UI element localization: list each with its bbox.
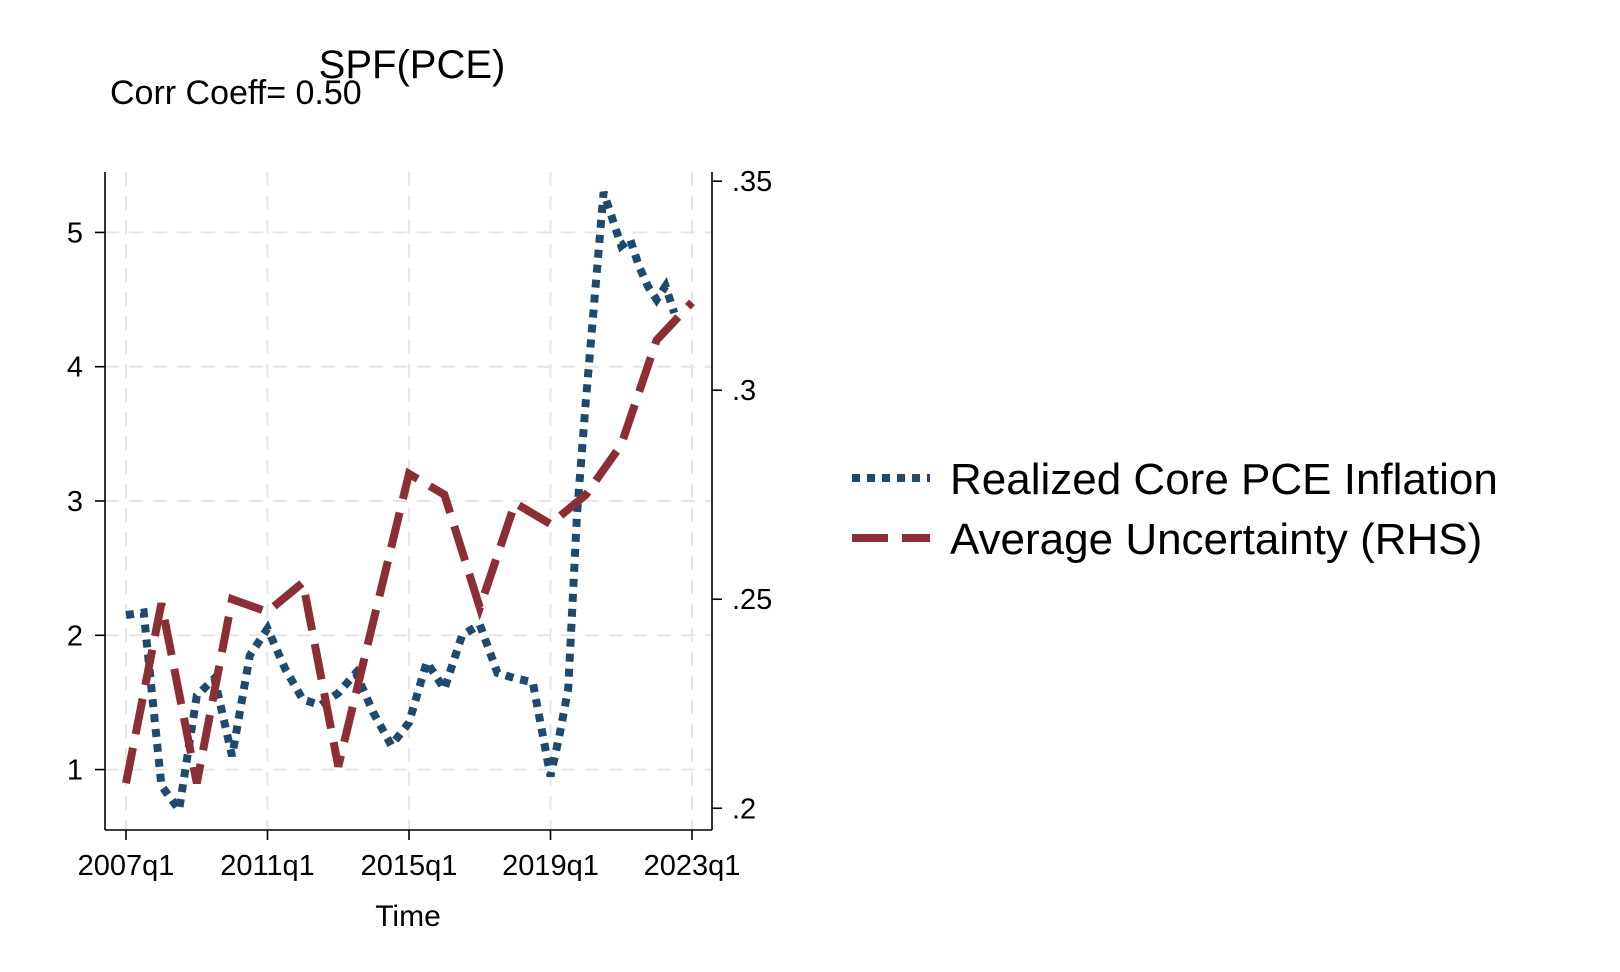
y-left-tick-label: 5 bbox=[67, 217, 83, 249]
legend-label: Average Uncertainty (RHS) bbox=[950, 515, 1482, 564]
y-right-tick-label: .3 bbox=[732, 375, 756, 407]
y-left-tick-label: 2 bbox=[67, 620, 83, 652]
grid-lines bbox=[105, 172, 712, 830]
y-left-tick-label: 3 bbox=[67, 486, 83, 518]
x-tick-label: 2011q1 bbox=[220, 850, 315, 882]
x-tick-label: 2007q1 bbox=[78, 850, 175, 882]
y-right-tick-label: .2 bbox=[732, 793, 756, 825]
x-tick-label: 2019q1 bbox=[502, 850, 599, 882]
x-tick-label: 2015q1 bbox=[361, 850, 458, 882]
x-axis-label: Time bbox=[375, 900, 441, 933]
legend: Realized Core PCE Inflation Average Uncer… bbox=[852, 455, 1498, 564]
y-left-tick-label: 1 bbox=[67, 755, 83, 787]
y-right-tick-label: .25 bbox=[732, 584, 772, 616]
y-right-tick-label: .35 bbox=[732, 166, 772, 198]
x-tick-label: 2023q1 bbox=[644, 850, 741, 882]
chart-title: SPF(PCE) bbox=[319, 43, 506, 87]
series-average-uncertainty bbox=[122, 299, 695, 784]
y-left-tick-label: 4 bbox=[67, 352, 83, 384]
series-lines bbox=[122, 190, 695, 821]
chart-subtitle: Corr Coeff= 0.50 bbox=[110, 74, 362, 112]
series-realized-core-pce bbox=[125, 190, 679, 821]
axis-ticks: 2007q1 2011q1 2015q1 2019q1 2023q1 1 2 3 4 5 .2 .25… bbox=[67, 166, 772, 882]
legend-label: Realized Core PCE Inflation bbox=[950, 455, 1498, 504]
